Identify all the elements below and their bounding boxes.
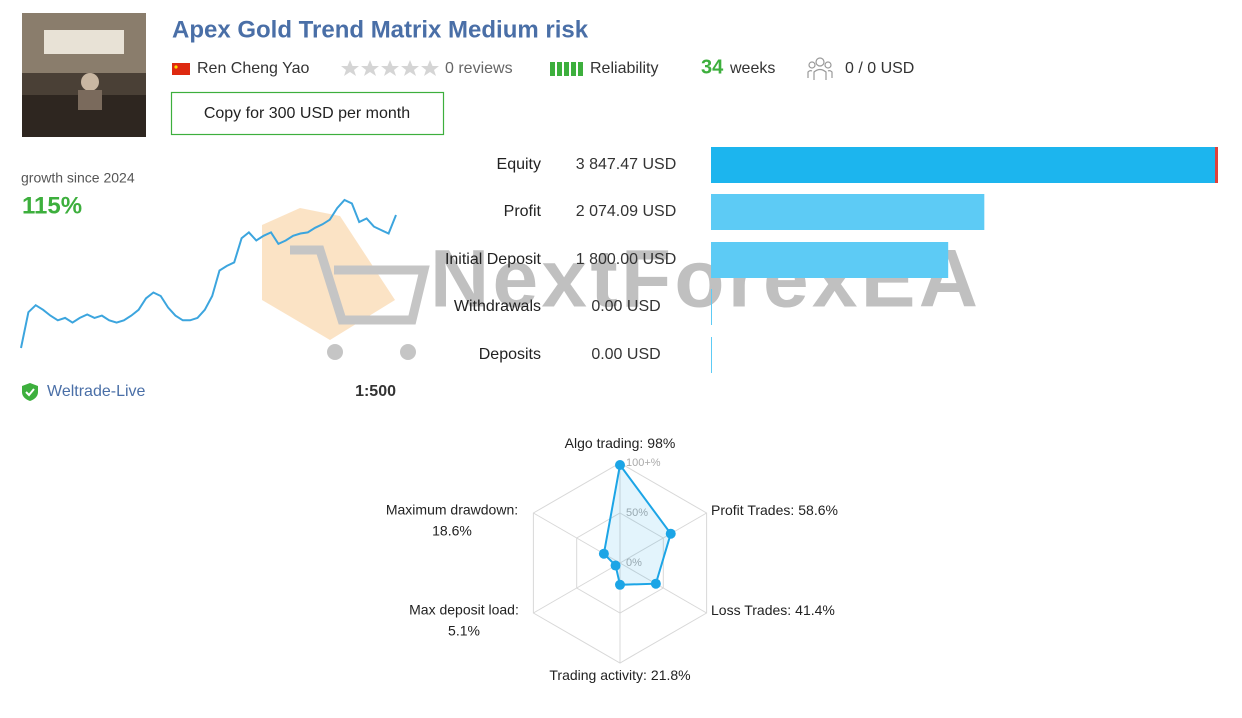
radar-tick-label: 0% [626, 557, 642, 569]
radar-point [598, 548, 609, 559]
stat-label: Profit [504, 203, 542, 220]
subscribers: 0 / 0 USD [845, 60, 914, 77]
radar-value-label: 21.8% [651, 667, 691, 683]
radar-ring [532, 462, 708, 664]
radar-label-group: Profit Trades: 58.6% [711, 502, 838, 518]
stat-label: Deposits [479, 346, 541, 363]
radar-label: Profit Trades: [711, 502, 794, 518]
leverage: 1:500 [355, 383, 396, 400]
stat-value: 0.00 USD [591, 346, 660, 363]
copy-button-label[interactable]: Copy for 300 USD per month [204, 105, 410, 122]
radar-point [615, 460, 625, 470]
radar-label: Max deposit load: [409, 602, 519, 618]
radar-label: Loss Trades: [711, 602, 791, 618]
title[interactable]: Apex Gold Trend Matrix Medium risk [172, 16, 589, 43]
radar-label: Trading activity: [549, 667, 647, 683]
reliability-icon [550, 62, 583, 76]
flag [172, 63, 190, 75]
bar-end-marker [1215, 147, 1218, 183]
avatar [22, 13, 146, 137]
radar-point [610, 560, 621, 571]
radar-value-label: 41.4% [795, 602, 835, 618]
stat-bar [711, 337, 712, 373]
stat-bar [711, 242, 949, 278]
radar-value-label: 58.6% [798, 502, 838, 518]
radar-label-group: Loss Trades: 41.4% [711, 602, 835, 618]
radar-value-label: 98% [647, 435, 675, 451]
broker[interactable]: Weltrade-Live [47, 383, 146, 400]
author[interactable]: Ren Cheng Yao [197, 60, 309, 77]
verified-icon [22, 383, 38, 401]
stat-bar [711, 194, 985, 230]
radar-tick-label: 100+% [626, 457, 661, 469]
weeks-label: weeks [729, 60, 775, 77]
radar-label-group: Algo trading: 98% [565, 435, 676, 451]
copy-button[interactable]: Copy for 300 USD per month [170, 91, 445, 136]
reviews[interactable]: 0 reviews [445, 60, 513, 77]
radar-label-group: Trading activity: 21.8% [549, 667, 690, 683]
stat-value: 0.00 USD [591, 298, 660, 315]
stat-label: Initial Deposit [445, 251, 542, 268]
growth-line [20, 198, 397, 349]
radar-tick-label: 50% [626, 507, 648, 519]
radar-point [665, 528, 676, 539]
stat-label: Withdrawals [454, 298, 541, 315]
radar-point [650, 578, 661, 589]
radar-point [615, 579, 625, 590]
radar-value-label: 18.6% [432, 523, 472, 539]
stars [341, 60, 439, 76]
subscribers-icon [807, 57, 833, 80]
stat-value: 1 800.00 USD [576, 251, 677, 268]
stat-bar [711, 147, 1218, 183]
stat-value: 3 847.47 USD [576, 156, 677, 173]
growth-label: growth since 2024 [21, 170, 135, 186]
stat-bar [711, 289, 712, 325]
radar-label: Maximum drawdown: [386, 502, 518, 518]
radar-value-label: 5.1% [448, 623, 480, 639]
stat-value: 2 074.09 USD [576, 203, 677, 220]
stat-label: Equity [497, 156, 541, 173]
radar-ring [576, 512, 664, 614]
growth-value: 115% [22, 192, 82, 219]
reliability: Reliability [590, 60, 658, 77]
weeks-value: 34 [701, 56, 724, 78]
watermark-logo [262, 208, 430, 360]
radar-label: Algo trading: [565, 435, 644, 451]
